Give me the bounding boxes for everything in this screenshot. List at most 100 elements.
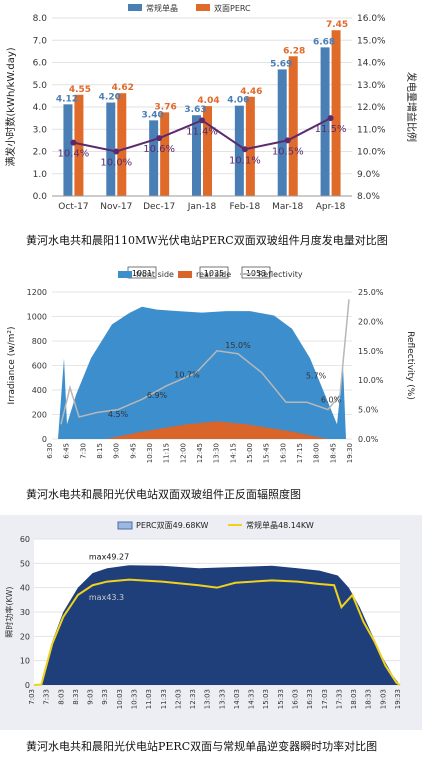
irradiance-chart: 0 200 400 600 800 1000 1200 0.0% 5.0% 10.0% 15.0% 2… [0,262,422,472]
gain-point [199,117,205,124]
x-tick-label: Dec-17 [143,202,175,212]
y-tick-label: 1200 [27,288,47,297]
gain-point [241,146,248,153]
reflectivity-label: 15.0% [225,341,251,350]
reflectivity-line [60,299,350,425]
legend-swatch [178,271,192,278]
bar-常规单晶 [277,69,287,196]
x-tick-label: 17:03 [321,689,329,709]
legend-label: Reflectivity [258,270,303,279]
x-tick-label: 15:33 [277,689,285,709]
gain-point [70,139,77,146]
bar-value-label: 4.46 [240,87,262,97]
front-side-area [58,306,346,439]
y-tick-label: 6.0 [33,59,48,69]
y-tick-label: 0 [42,435,47,444]
x-tick-label: 18:03 [350,689,358,709]
x-tick-label: 11:15 [163,443,171,463]
x-tick-label: 13:03 [204,689,212,709]
x-tick-label: 15:45 [263,443,271,463]
bar-value-label: 5.69 [270,59,292,69]
legend-swatch [128,4,142,11]
peak-label: 1053 [246,269,266,278]
x-tick-label: 9:00 [113,443,121,459]
bar-双面PERC [117,93,127,196]
y2-axis-label: 发电量增益比例 [405,72,418,142]
x-tick-label: 18:33 [365,689,373,709]
bar-value-label: 3.76 [155,102,177,112]
x-tick-label: 9:45 [129,443,137,459]
gain-point [156,135,163,142]
x-tick-label: 10:30 [146,443,154,463]
reflectivity-label: 6.9% [147,391,168,400]
x-tick-label: 9:03 [87,689,95,705]
y2-tick-label: 5.0% [358,406,379,415]
y-tick-label: 800 [32,337,47,346]
bar-双面PERC [74,94,84,196]
y-tick-label: 1.0 [33,170,48,180]
x-tick-label: 16:03 [292,689,300,709]
x-tick-label: 17:15 [296,443,304,463]
x-tick-label: 13:33 [218,689,226,709]
gain-point [113,148,120,155]
x-tick-label: 14:33 [248,689,256,709]
bar-双面PERC [160,112,170,196]
x-tick-label: 19:33 [394,689,402,709]
x-tick-label: 18:00 [313,443,321,463]
x-tick-label: 16:30 [279,443,287,463]
y-tick-label: 8.0 [33,14,48,24]
bar-常规单晶 [63,104,73,196]
x-tick-label: 15:00 [246,443,254,463]
x-tick-label: 8:03 [57,689,65,705]
bar-value-label: 7.45 [326,20,348,30]
power-chart: 0 10 20 30 40 50 60 max49.27 max43.3 7:03 7:33 8:03… [0,515,422,730]
x-tick-label: 9:33 [101,689,109,705]
y-tick-label: 0 [25,681,30,690]
x-tick-label: Nov-17 [100,202,132,212]
legend-label: PERC双面49.68KW [136,521,208,530]
y2-tick-label: 13.0% [357,81,386,91]
x-tick-label: 10:33 [130,689,138,709]
y2-tick-label: 8.0% [357,192,380,202]
legend-label: 常规单晶 [146,3,178,13]
x-tick-label: 19:03 [379,689,387,709]
x-tick-label: 7:33 [43,689,51,705]
caption-power: 黄河水电共和晨阳光伏电站PERC双面与常规单晶逆变器瞬时功率对比图 [26,740,378,753]
bar-双面PERC [245,96,255,196]
x-tick-label: 11:03 [145,689,153,709]
gain-point [327,115,334,122]
power-svg: 0 10 20 30 40 50 60 max49.27 max43.3 7:03 7:33 8:03… [0,515,422,730]
bar-value-label: 4.12 [56,94,78,104]
y-tick-label: 50 [20,559,30,568]
bar-value-label: 4.55 [69,85,91,95]
y-tick-label: 200 [32,411,47,420]
y2-tick-label: 11.0% [357,125,386,135]
y-tick-label: 60 [20,535,30,544]
reflectivity-label: 10.7% [174,370,200,379]
x-tick-label: 11:33 [160,689,168,709]
peak-label: 1081 [132,269,152,278]
gain-label: 10.4% [58,149,90,160]
x-tick-label: Oct-17 [58,202,88,212]
reflectivity-label: 4.5% [108,410,129,419]
y-tick-label: 2.0 [33,148,48,158]
caption-irradiance: 黄河水电共和晨阳光伏电站双面双玻组件正反面辐照度图 [26,488,301,501]
bar-双面PERC [331,30,341,196]
y2-axis-label: Reflectivity (%) [405,331,415,400]
peak-label-box [241,266,271,279]
y-tick-label: 7.0 [33,36,48,46]
y-tick-label: 10 [20,657,30,666]
gain-label: 10.6% [143,144,175,155]
bar-value-label: 4.62 [112,83,134,93]
legend-label: 常规单晶48.14KW [246,520,314,530]
y-axis-label: 满发小时数(kWh/kW.day) [4,47,17,166]
y-tick-label: 4.0 [33,103,48,113]
perc-bifacial-area [34,565,400,685]
bar-常规单晶 [192,115,201,196]
annotation-max-mono: max43.3 [89,593,124,602]
y2-tick-label: 10.0% [358,376,384,385]
reflectivity-label: 5.7% [306,372,327,381]
gain-label: 11.4% [186,126,218,137]
y2-tick-label: 10.0% [357,148,386,158]
x-tick-label: 12:33 [189,689,197,709]
